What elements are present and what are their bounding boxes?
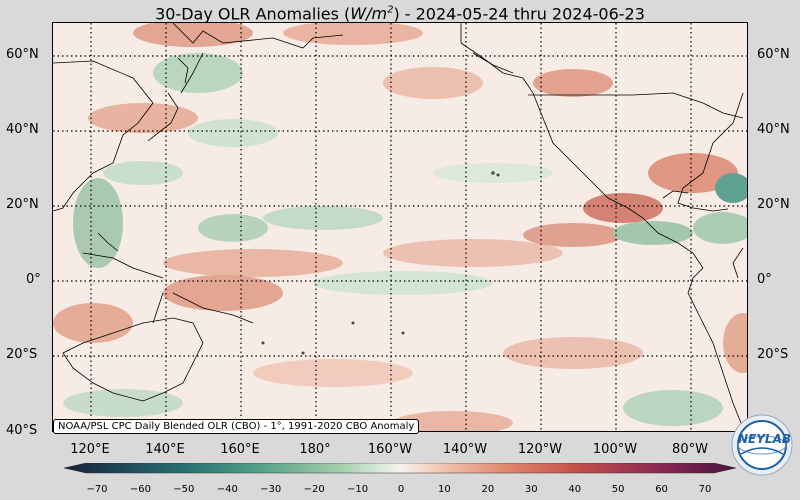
map-canvas [53,23,747,431]
olr-anomaly-map [52,22,748,432]
colorbar-tick-label: 50 [611,484,625,495]
lat-label-20n-right: 20°N [757,197,790,212]
colorbar-tick-label: 10 [438,484,451,495]
colorbar-tick-label: 0 [397,484,405,495]
lat-label-60n-right: 60°N [757,47,790,62]
title-prefix: 30-Day OLR Anomalies ( [155,4,351,24]
lat-label-40n-right: 40°N [757,122,790,137]
colorbar-tick-label: 40 [568,484,582,495]
title-unit: W/m2 [350,4,394,24]
colorbar [64,463,736,474]
colorbar-tick-label: 20 [481,484,495,495]
lon-label-120e: 120°E [70,442,110,457]
colorbar-tick-label: 30 [524,484,538,495]
lat-label-20s-right: 20°S [757,347,789,362]
lon-label-120w: 120°W [517,442,563,457]
data-attribution: NOAA/PSL CPC Daily Blended OLR (CBO) - 1… [53,419,420,434]
lon-label-160w: 160°W [367,442,413,457]
lat-label-20n-left: 20°N [6,197,39,212]
lat-label-eq-right: 0° [757,272,772,287]
lon-label-140w: 140°W [442,442,488,457]
colorbar-tick-label: 60 [655,484,668,495]
lat-label-20s-left: 20°S [6,347,38,362]
colorbar-tick-label: −20 [303,484,325,495]
colorbar-tick-label: −40 [216,484,238,495]
colorbar-tick-label: −50 [173,484,195,495]
colorbar-tick-label: −60 [129,484,151,495]
lon-label-100w: 100°W [592,442,638,457]
lon-label-180: 180° [299,442,331,457]
lat-label-60n-left: 60°N [6,47,39,62]
neylab-logo-icon [731,414,793,476]
lat-label-40s-left: 40°S [6,423,38,438]
lon-label-80w: 80°W [672,442,708,457]
logo-text: NEYLAB [738,432,792,446]
lat-label-40n-left: 40°N [6,122,39,137]
colorbar-tick-label: −10 [347,484,369,495]
lon-label-160e: 160°E [220,442,260,457]
map-title: 30-Day OLR Anomalies (W/m2) - 2024-05-24… [0,0,800,24]
colorbar-tick-label: −70 [86,484,108,495]
lon-label-140e: 140°E [145,442,185,457]
colorbar-tick-label: 70 [698,484,712,495]
title-suffix: ) - 2024-05-24 thru 2024-06-23 [393,4,645,24]
colorbar-tick-label: −30 [260,484,282,495]
lat-label-eq-left: 0° [26,272,41,287]
